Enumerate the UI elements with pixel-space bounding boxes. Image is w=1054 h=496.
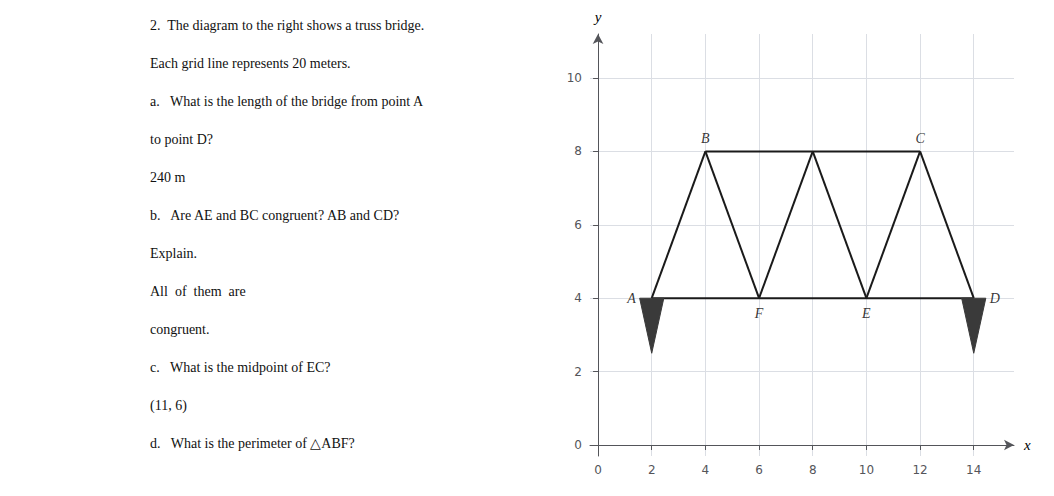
svg-text:D: D — [989, 291, 1000, 306]
svg-text:x: x — [1023, 437, 1031, 453]
svg-text:E: E — [861, 306, 871, 321]
svg-text:8: 8 — [809, 463, 817, 477]
svg-text:4: 4 — [574, 291, 582, 305]
svg-text:c. What is the midpoint of E: c. What is the midpoint of EC? — [150, 360, 331, 375]
svg-text:(11, 6): (11, 6) — [150, 398, 187, 414]
svg-text:8: 8 — [574, 144, 582, 158]
svg-text:congruent.: congruent. — [150, 322, 209, 337]
svg-text:2: 2 — [648, 463, 656, 477]
svg-text:to point D?: to point D? — [150, 132, 213, 147]
svg-text:C: C — [915, 131, 925, 146]
svg-text:4: 4 — [702, 463, 710, 477]
svg-text:F: F — [754, 306, 764, 321]
svg-text:y: y — [593, 9, 602, 25]
svg-text:All of them are: All of them are — [150, 284, 246, 299]
svg-text:10: 10 — [567, 71, 582, 85]
svg-text:14: 14 — [966, 463, 981, 477]
svg-text:d. What is the perimeter of: d. What is the perimeter of △ABF? — [150, 436, 355, 451]
svg-text:2. The diagram to the right s: 2. The diagram to the right shows a trus… — [150, 18, 424, 33]
svg-text:b. Are AE and BC congruent?: b. Are AE and BC congruent? AB and CD? — [150, 208, 399, 223]
svg-text:10: 10 — [859, 463, 874, 477]
svg-text:6: 6 — [574, 218, 582, 232]
svg-text:Explain.: Explain. — [150, 246, 197, 261]
svg-text:12: 12 — [912, 463, 927, 477]
svg-text:Each grid line represents 20 m: Each grid line represents 20 meters. — [150, 56, 351, 71]
svg-text:a. What is the length of the: a. What is the length of the bridge from… — [150, 94, 424, 109]
svg-text:6: 6 — [755, 463, 763, 477]
svg-text:0: 0 — [574, 438, 582, 452]
svg-text:0: 0 — [594, 463, 602, 477]
svg-text:A: A — [626, 291, 636, 306]
svg-text:B: B — [701, 131, 710, 146]
svg-text:240 m: 240 m — [150, 170, 186, 185]
svg-text:2: 2 — [574, 365, 582, 379]
